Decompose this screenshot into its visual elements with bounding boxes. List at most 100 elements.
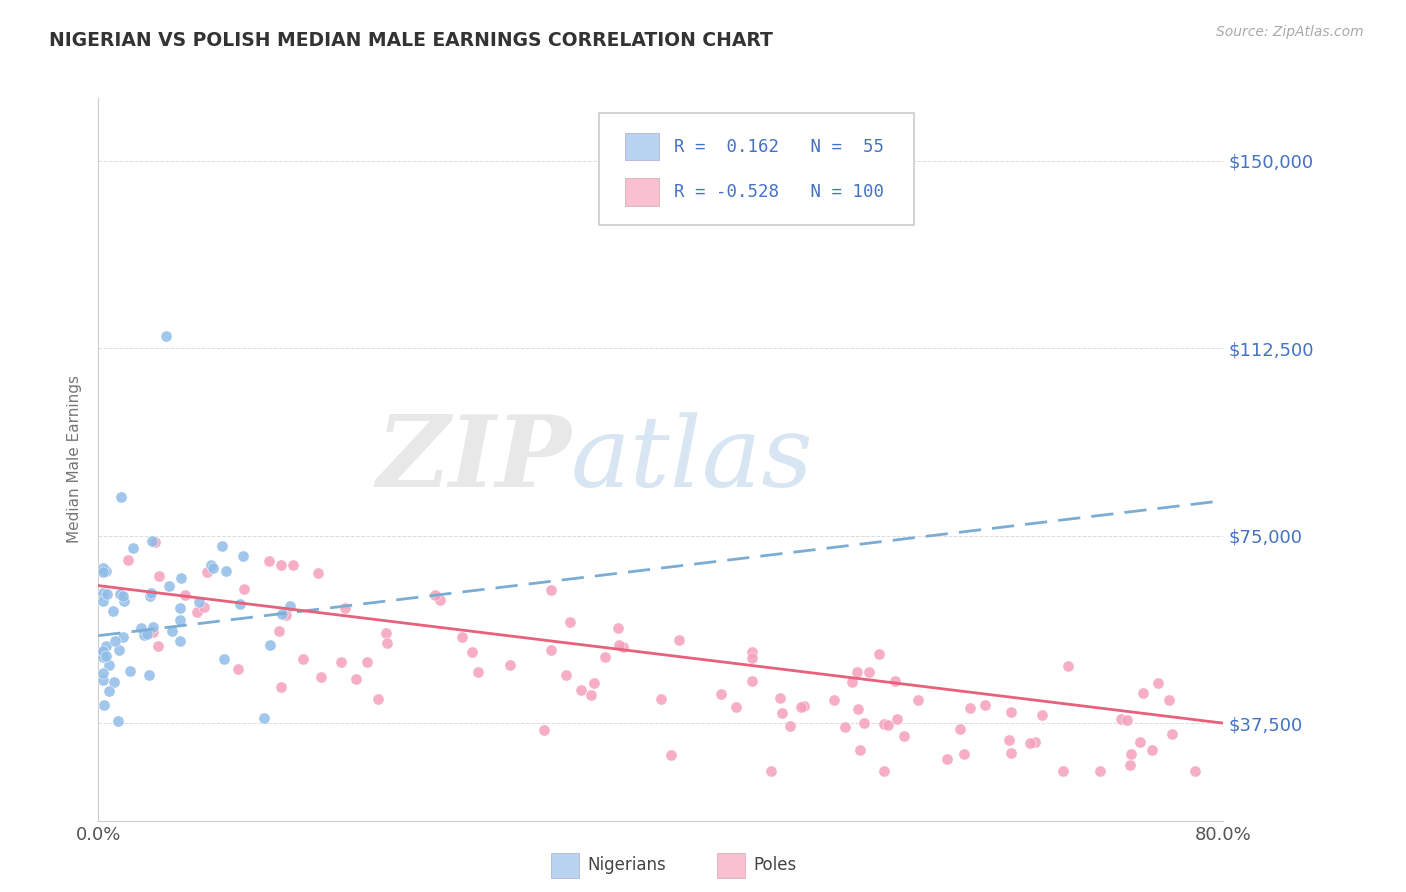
- Point: [155, 328, 177, 343]
- Point: [555, 668, 578, 682]
- Point: [893, 729, 915, 743]
- Point: [533, 723, 555, 737]
- Point: [160, 624, 183, 638]
- Point: [139, 586, 162, 600]
- Point: [845, 665, 868, 679]
- Point: [271, 607, 294, 621]
- Point: [292, 652, 315, 666]
- Point: [112, 630, 135, 644]
- Point: [201, 561, 224, 575]
- Point: [157, 579, 180, 593]
- Point: [1140, 743, 1163, 757]
- Point: [139, 589, 162, 603]
- Point: [1024, 734, 1046, 748]
- Point: [936, 751, 959, 765]
- Point: [91, 585, 114, 599]
- Point: [779, 719, 801, 733]
- Point: [169, 614, 191, 628]
- Point: [1000, 705, 1022, 719]
- Point: [650, 691, 672, 706]
- Point: [214, 564, 236, 578]
- Point: [582, 676, 605, 690]
- Point: [467, 665, 489, 679]
- Bar: [551, 853, 579, 878]
- Point: [858, 665, 880, 680]
- Point: [499, 657, 522, 672]
- Point: [91, 565, 114, 579]
- Point: [267, 624, 290, 638]
- Point: [129, 621, 152, 635]
- Point: [998, 733, 1021, 747]
- Point: [136, 627, 159, 641]
- Point: [91, 650, 114, 665]
- Point: [257, 554, 280, 568]
- Point: [877, 718, 900, 732]
- Point: [606, 621, 628, 635]
- Point: [612, 640, 634, 655]
- Point: [461, 645, 484, 659]
- Point: [852, 716, 875, 731]
- Point: [143, 535, 166, 549]
- Point: [841, 675, 863, 690]
- Point: [741, 674, 763, 689]
- Point: [886, 712, 908, 726]
- Point: [823, 693, 845, 707]
- FancyBboxPatch shape: [599, 112, 914, 225]
- Point: [91, 666, 114, 681]
- Point: [104, 634, 127, 648]
- Point: [1184, 764, 1206, 778]
- Point: [374, 626, 396, 640]
- Point: [107, 714, 129, 728]
- Point: [1031, 708, 1053, 723]
- Point: [122, 541, 145, 555]
- Point: [280, 599, 302, 614]
- Point: [91, 594, 114, 608]
- Point: [1119, 757, 1142, 772]
- Point: [132, 628, 155, 642]
- Point: [188, 595, 211, 609]
- Point: [94, 649, 117, 664]
- Point: [872, 764, 894, 778]
- Point: [451, 630, 474, 644]
- Point: [232, 582, 254, 597]
- Point: [141, 534, 163, 549]
- Point: [195, 566, 218, 580]
- Text: Nigerians: Nigerians: [588, 856, 666, 874]
- Point: [148, 569, 170, 583]
- Point: [974, 698, 997, 712]
- Text: atlas: atlas: [571, 412, 814, 507]
- Point: [101, 604, 124, 618]
- Point: [868, 647, 890, 661]
- Point: [309, 670, 332, 684]
- Point: [108, 587, 131, 601]
- Point: [661, 747, 683, 762]
- Text: R = -0.528   N = 100: R = -0.528 N = 100: [675, 183, 884, 201]
- Point: [834, 720, 856, 734]
- Point: [276, 607, 298, 622]
- Point: [117, 553, 139, 567]
- Point: [93, 698, 115, 712]
- Point: [96, 587, 118, 601]
- Point: [228, 597, 250, 611]
- Point: [356, 655, 378, 669]
- Point: [1129, 735, 1152, 749]
- Point: [142, 620, 165, 634]
- Point: [193, 600, 215, 615]
- Bar: [624, 178, 658, 206]
- Point: [1146, 675, 1168, 690]
- Text: Source: ZipAtlas.com: Source: ZipAtlas.com: [1216, 25, 1364, 39]
- Point: [873, 717, 896, 731]
- Point: [94, 639, 117, 653]
- Point: [253, 711, 276, 725]
- Point: [1052, 764, 1074, 778]
- Point: [259, 638, 281, 652]
- Point: [569, 683, 592, 698]
- Point: [1018, 736, 1040, 750]
- Point: [103, 674, 125, 689]
- Point: [329, 655, 352, 669]
- Point: [668, 632, 690, 647]
- Point: [375, 636, 398, 650]
- Point: [793, 698, 815, 713]
- Point: [540, 582, 562, 597]
- Point: [953, 747, 976, 761]
